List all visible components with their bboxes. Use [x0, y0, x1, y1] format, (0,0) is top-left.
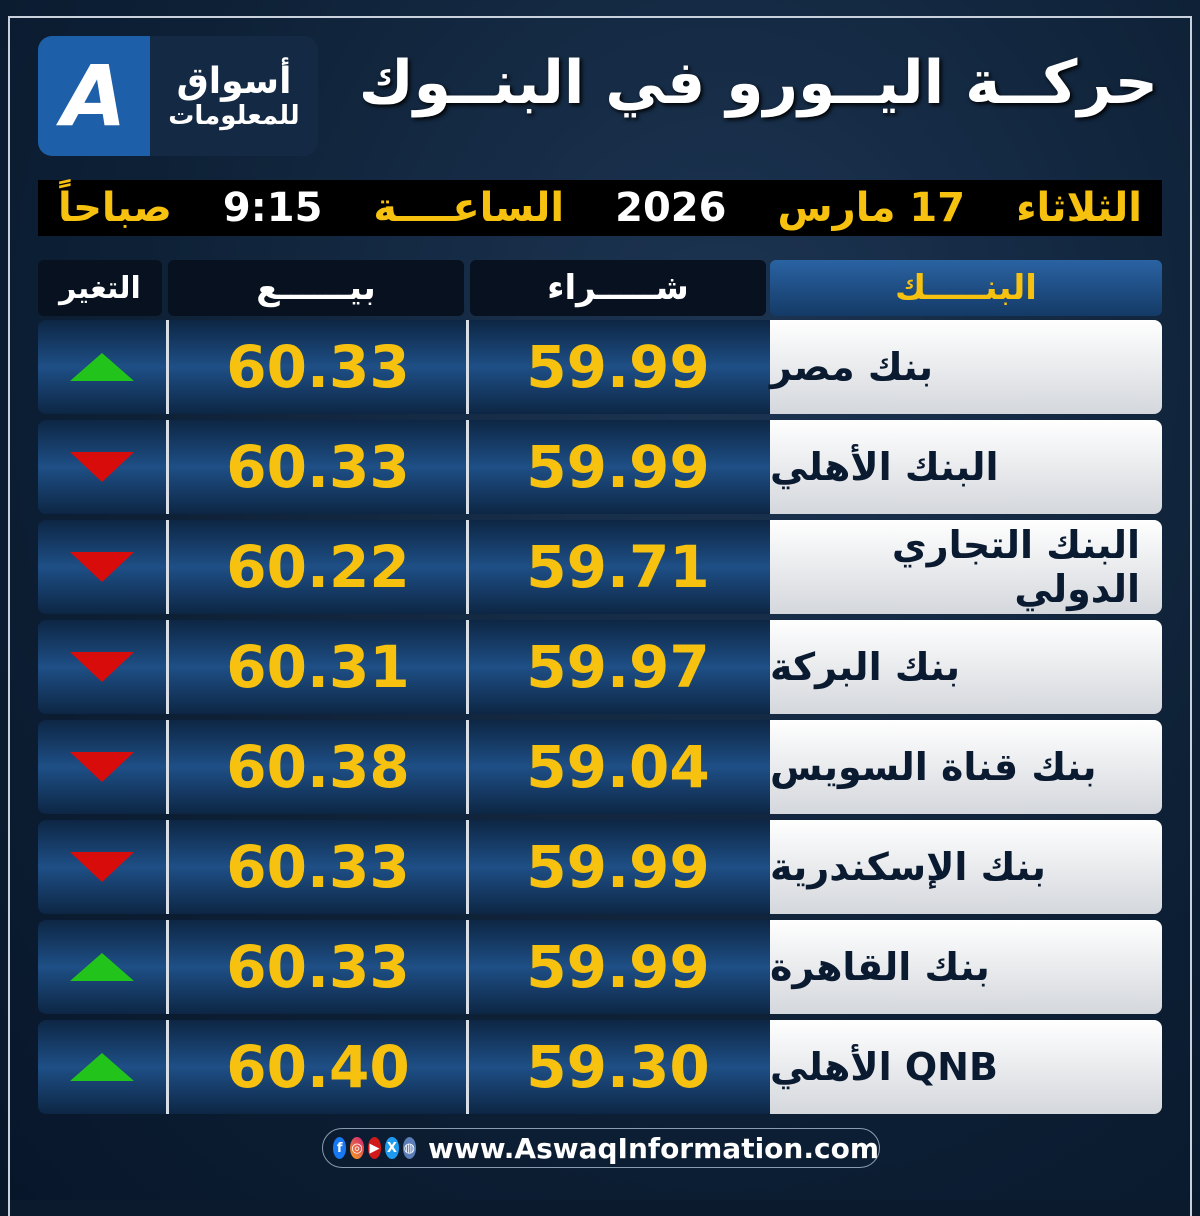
- row-bg: [38, 1020, 770, 1114]
- time: 9:15: [222, 185, 323, 231]
- divider: [166, 620, 169, 714]
- bank-name: بنك البركة: [770, 620, 1162, 714]
- header-sell: بيــــــع: [168, 260, 464, 316]
- bank-name: QNB الأهلي: [770, 1020, 1162, 1114]
- header-change: التغير: [38, 260, 162, 316]
- change-cell: [38, 1020, 166, 1114]
- arrow-down-icon: [70, 752, 134, 782]
- table-row: 60.33 59.99 البنك الأهلي: [38, 420, 1162, 514]
- divider: [166, 820, 169, 914]
- bank-name: بنك القاهرة: [770, 920, 1162, 1014]
- change-cell: [38, 520, 166, 614]
- divider: [466, 820, 469, 914]
- website-link[interactable]: www.AswaqInformation.com: [427, 1131, 879, 1165]
- bank-name: بنك مصر: [770, 320, 1162, 414]
- table-row: 60.40 59.30 QNB الأهلي: [38, 1020, 1162, 1114]
- divider: [466, 920, 469, 1014]
- logo-mark: A: [38, 36, 150, 156]
- divider: [166, 520, 169, 614]
- row-bg: [38, 320, 770, 414]
- date-bar: الثلاثاء 17 مارس 2026 الساعــــة 9:15 صب…: [38, 180, 1162, 236]
- period: صباحاً: [58, 185, 172, 231]
- buy-value: 59.99: [526, 433, 710, 501]
- sell-value: 60.38: [226, 733, 410, 801]
- page-title: حركــة اليــورو في البنــوك: [358, 48, 1158, 118]
- change-cell: [38, 720, 166, 814]
- divider: [466, 320, 469, 414]
- buy-value: 59.99: [526, 333, 710, 401]
- row-bg: [38, 920, 770, 1014]
- frame-border: [8, 16, 1192, 1216]
- arrow-down-icon: [70, 652, 134, 682]
- row-bg: [38, 420, 770, 514]
- day: الثلاثاء: [1016, 185, 1142, 231]
- logo: A أسواق للمعلومات: [38, 36, 318, 156]
- divider: [166, 920, 169, 1014]
- divider: [466, 1020, 469, 1114]
- footer: f ◎ ▶ X ◍ www.AswaqInformation.com: [322, 1128, 880, 1168]
- buy-value: 59.30: [526, 1033, 710, 1101]
- sell-value: 60.40: [226, 1033, 410, 1101]
- sell-value: 60.31: [226, 633, 410, 701]
- year: 2026: [615, 185, 727, 231]
- row-bg: [38, 520, 770, 614]
- buy-value: 59.97: [526, 633, 710, 701]
- time-label: الساعــــة: [373, 185, 565, 231]
- buy-value: 59.04: [526, 733, 710, 801]
- bank-name: البنك التجاري الدولي: [770, 520, 1162, 614]
- arrow-up-icon: [70, 1053, 134, 1081]
- change-cell: [38, 420, 166, 514]
- divider: [166, 420, 169, 514]
- table-row: 60.33 59.99 بنك القاهرة: [38, 920, 1162, 1014]
- header-buy: شـــــراء: [470, 260, 766, 316]
- divider: [466, 520, 469, 614]
- arrow-up-icon: [70, 353, 134, 381]
- youtube-icon[interactable]: ▶: [367, 1137, 382, 1159]
- row-bg: [38, 620, 770, 714]
- table-row: 60.22 59.71 البنك التجاري الدولي: [38, 520, 1162, 614]
- sell-value: 60.33: [226, 833, 410, 901]
- instagram-icon[interactable]: ◎: [350, 1137, 364, 1159]
- change-cell: [38, 920, 166, 1014]
- bank-name: البنك الأهلي: [770, 420, 1162, 514]
- divider: [466, 720, 469, 814]
- arrow-up-icon: [70, 953, 134, 981]
- buy-value: 59.99: [526, 933, 710, 1001]
- divider: [166, 320, 169, 414]
- change-cell: [38, 620, 166, 714]
- arrow-down-icon: [70, 452, 134, 482]
- divider: [466, 420, 469, 514]
- table-row: 60.33 59.99 بنك الإسكندرية: [38, 820, 1162, 914]
- facebook-icon[interactable]: f: [333, 1137, 347, 1159]
- arrow-down-icon: [70, 852, 134, 882]
- bank-name: بنك الإسكندرية: [770, 820, 1162, 914]
- logo-line1: أسواق: [176, 60, 292, 102]
- bank-name: بنك قناة السويس: [770, 720, 1162, 814]
- divider: [466, 620, 469, 714]
- buy-value: 59.71: [526, 533, 710, 601]
- sell-value: 60.22: [226, 533, 410, 601]
- change-cell: [38, 320, 166, 414]
- arrow-down-icon: [70, 552, 134, 582]
- sell-value: 60.33: [226, 933, 410, 1001]
- sell-value: 60.33: [226, 433, 410, 501]
- table-row: 60.31 59.97 بنك البركة: [38, 620, 1162, 714]
- table-row: 60.33 59.99 بنك مصر: [38, 320, 1162, 414]
- x-icon[interactable]: X: [385, 1137, 399, 1159]
- header-bank: البنـــــك: [770, 260, 1162, 316]
- sell-value: 60.33: [226, 333, 410, 401]
- table-row: 60.38 59.04 بنك قناة السويس: [38, 720, 1162, 814]
- date: 17 مارس: [777, 185, 966, 231]
- row-bg: [38, 720, 770, 814]
- globe-icon[interactable]: ◍: [402, 1137, 416, 1159]
- row-bg: [38, 820, 770, 914]
- buy-value: 59.99: [526, 833, 710, 901]
- change-cell: [38, 820, 166, 914]
- divider: [166, 1020, 169, 1114]
- divider: [166, 720, 169, 814]
- logo-line2: للمعلومات: [168, 100, 300, 131]
